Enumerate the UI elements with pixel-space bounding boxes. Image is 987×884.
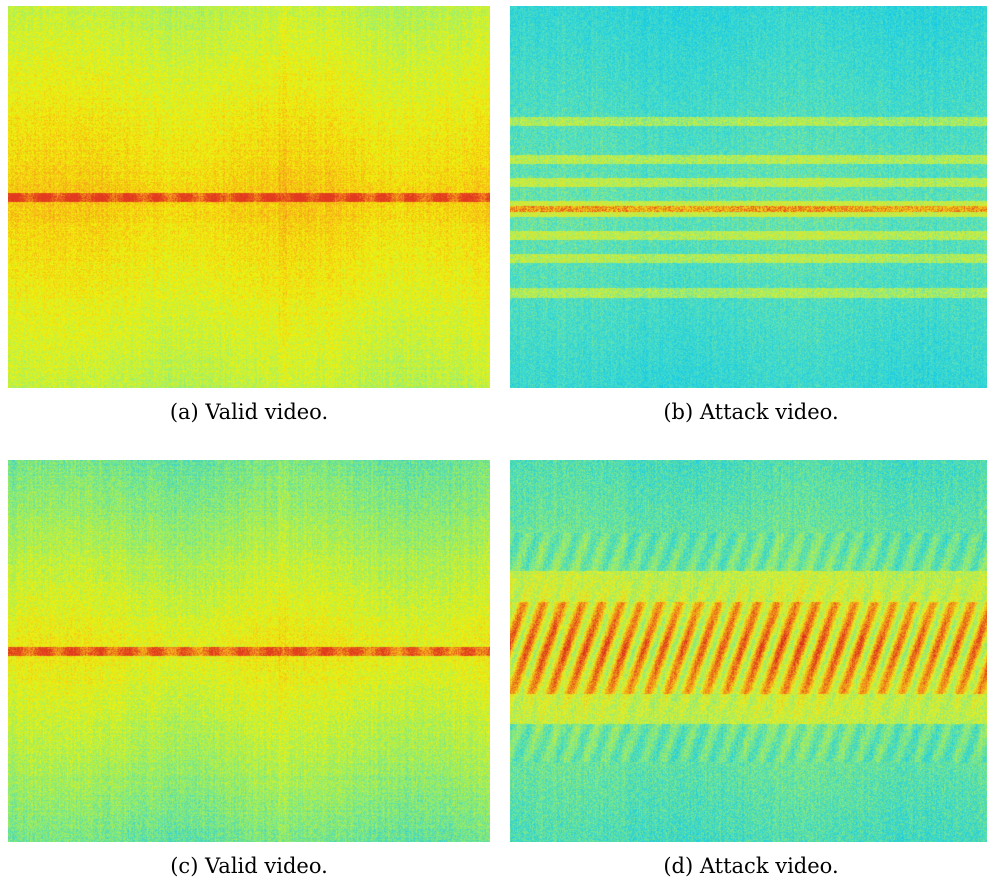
- spectrum-canvas-d: [510, 460, 987, 842]
- caption-d: (d) Attack video.: [663, 854, 839, 878]
- caption-a: (a) Valid video.: [169, 400, 329, 424]
- spectrum-canvas-a: [8, 6, 490, 388]
- spectrum-image-valid-a: [8, 6, 490, 388]
- spectrum-canvas-c: [8, 460, 490, 842]
- spectrum-image-attack-d: [510, 460, 987, 842]
- caption-b: (b) Attack video.: [663, 400, 839, 424]
- spectrum-canvas-b: [510, 6, 987, 388]
- spectrum-image-valid-c: [8, 460, 490, 842]
- spectrum-image-attack-b: [510, 6, 987, 388]
- caption-c: (c) Valid video.: [170, 854, 328, 878]
